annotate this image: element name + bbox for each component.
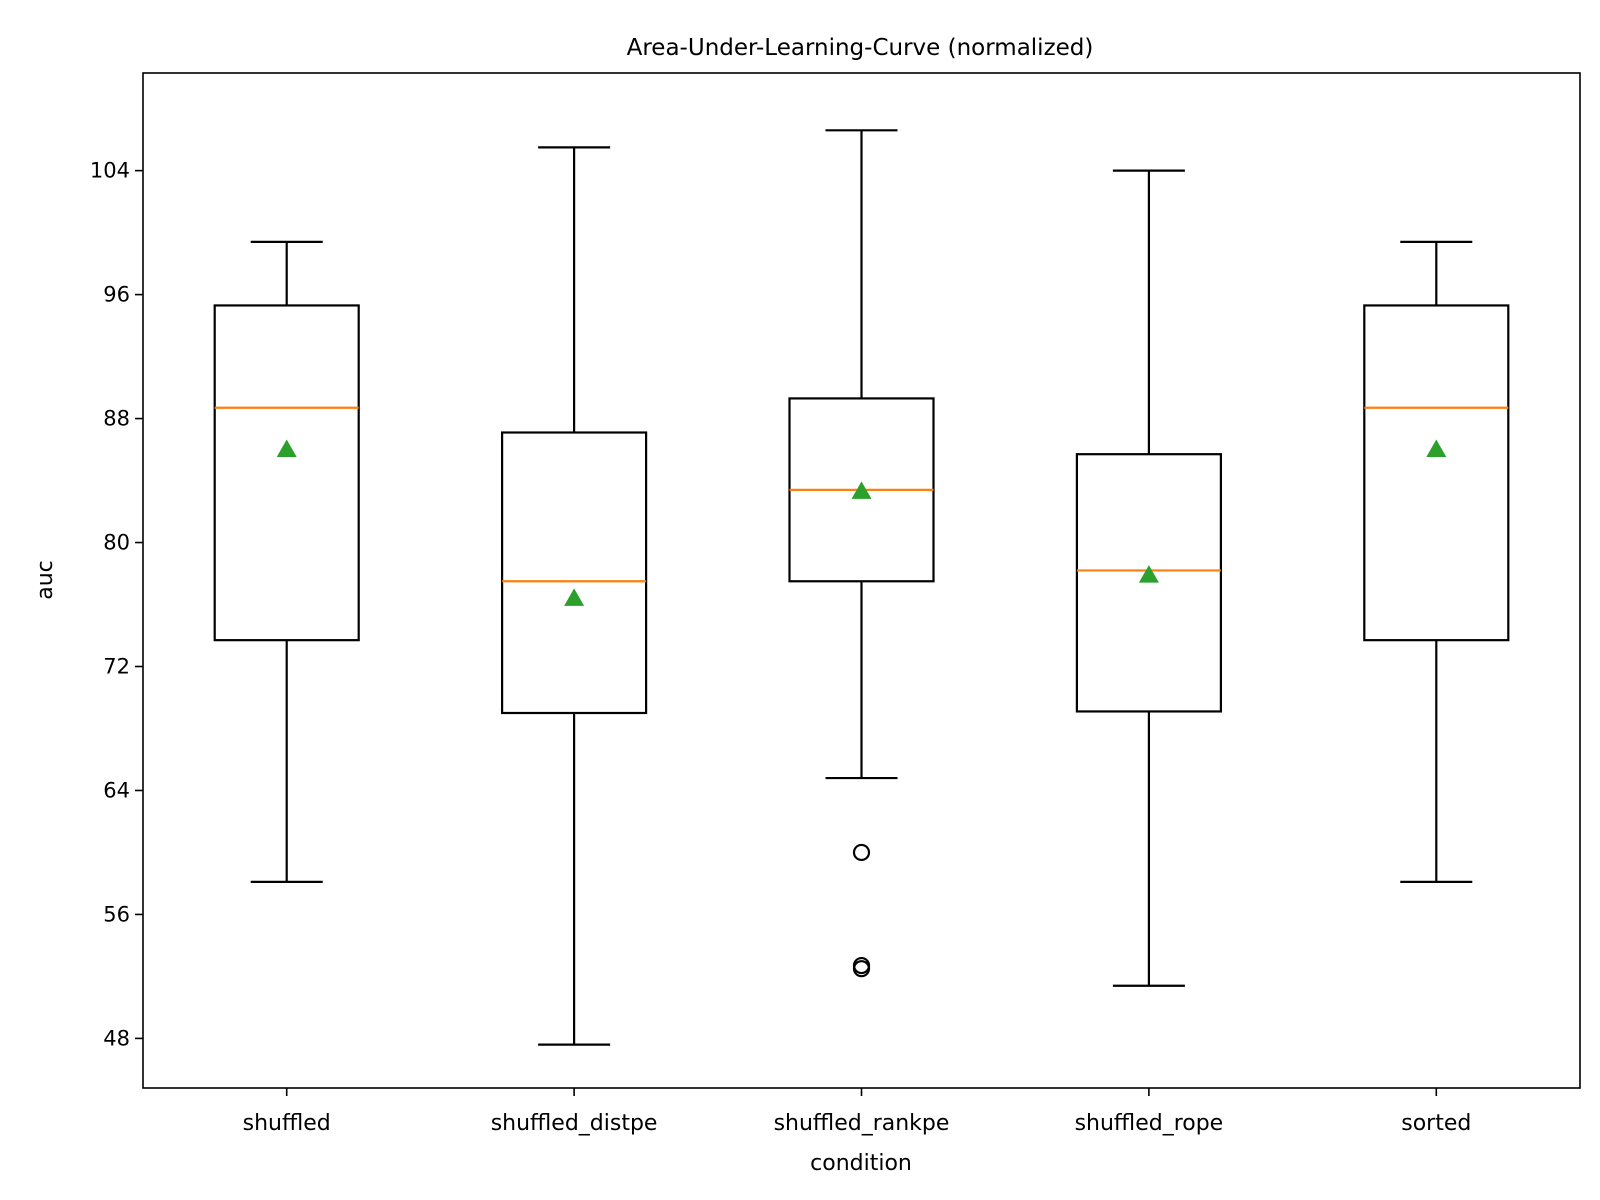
mean-marker: [1138, 565, 1159, 583]
box-iqr: [1363, 304, 1510, 642]
y-tick-label: 64: [103, 778, 130, 802]
y-tick-label: 96: [103, 283, 130, 307]
x-tick-label: shuffled_rope: [1075, 1111, 1224, 1136]
x-tick-label: shuffled_distpe: [491, 1111, 658, 1136]
box-iqr: [213, 304, 360, 642]
x-tick-label: sorted: [1401, 1111, 1471, 1136]
y-tick-label: 56: [103, 902, 130, 926]
y-tick-label: 48: [103, 1026, 130, 1050]
mean-marker: [1426, 439, 1447, 458]
box-iqr: [501, 431, 648, 715]
mean-marker: [564, 588, 585, 606]
y-tick-label: 104: [90, 159, 130, 183]
y-tick-label: 72: [103, 655, 130, 679]
mean-marker: [851, 481, 872, 499]
y-tick-label: 88: [103, 407, 130, 431]
x-tick-label: shuffled_rankpe: [774, 1111, 950, 1136]
mean-marker: [276, 439, 297, 458]
chart-title: Area-Under-Learning-Curve (normalized): [627, 35, 1094, 61]
axes-frame: [142, 72, 1581, 1089]
plot-area: 48 56 64 72 80 88 96 104 shuffled shuffled_distpe…: [90, 129, 1510, 1136]
outlier-point: [852, 956, 871, 975]
outlier-point: [852, 843, 871, 862]
y-tick-label: 80: [103, 531, 130, 555]
x-axis-label: condition: [810, 1151, 912, 1176]
x-tick-label: shuffled: [243, 1111, 331, 1136]
y-axis-label: auc: [33, 560, 58, 600]
box-iqr: [1075, 453, 1223, 713]
